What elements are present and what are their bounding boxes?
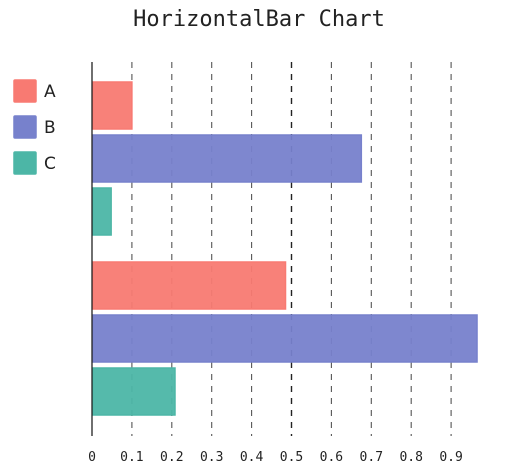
x-tick-label-4: 0.4 (240, 450, 264, 465)
bar-C-1 (91, 187, 112, 236)
legend-swatch-C (13, 151, 37, 175)
bar-A-2 (91, 261, 287, 310)
legend-label-C: C (44, 154, 56, 174)
legend-label-A: A (44, 82, 56, 102)
bar-B-2 (91, 314, 478, 363)
x-tick-label-7: 0.7 (360, 450, 383, 465)
legend-label-B: B (44, 118, 56, 138)
bar-A-1 (91, 81, 133, 130)
legend-swatch-A (13, 79, 37, 103)
chart-title: HorizontalBar Chart (133, 7, 385, 32)
bars (91, 81, 478, 416)
bar-B-1 (91, 134, 363, 183)
x-tick-label-3: 0.3 (200, 450, 223, 465)
x-tick-label-6: 0.6 (320, 450, 343, 465)
x-tick-label-1: 0.1 (120, 450, 143, 465)
legend: ABC (13, 79, 56, 175)
legend-swatch-B (13, 115, 37, 139)
x-tick-label-0: 0 (88, 450, 96, 465)
bar-C-2 (91, 367, 176, 416)
x-tick-label-2: 0.2 (160, 450, 183, 465)
x-axis-ticks: 0 0.1 0.2 0.3 0.4 0.5 0.6 0.7 0.8 0.9 (88, 450, 463, 465)
x-tick-label-9: 0.9 (439, 450, 462, 465)
x-tick-label-8: 0.8 (399, 450, 422, 465)
x-tick-label-5: 0.5 (280, 450, 303, 465)
